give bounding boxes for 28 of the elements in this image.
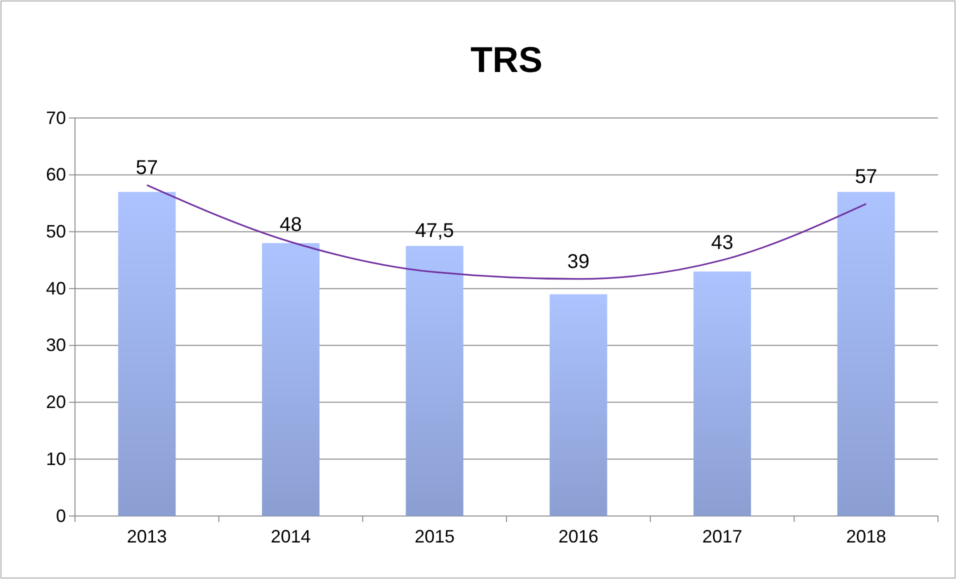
- bar: [550, 294, 608, 516]
- x-tick-label: 2014: [270, 526, 311, 546]
- x-tick-label: 2016: [558, 526, 598, 546]
- bar: [118, 192, 176, 516]
- data-label: 43: [711, 232, 734, 254]
- chart-title: TRS: [470, 39, 542, 80]
- y-tick-label: 70: [46, 108, 66, 128]
- x-tick-label: 2017: [702, 526, 742, 546]
- y-tick-label: 60: [46, 164, 66, 185]
- data-label: 48: [280, 214, 302, 236]
- y-tick-label: 20: [46, 392, 66, 412]
- x-tick-label: 2013: [126, 526, 167, 546]
- y-tick-label: 50: [46, 221, 66, 242]
- bar: [693, 272, 752, 516]
- y-tick-label: 30: [46, 335, 66, 356]
- bar: [837, 192, 895, 516]
- bar: [262, 243, 320, 516]
- data-label: 39: [567, 250, 590, 273]
- y-tick-label: 0: [56, 506, 66, 526]
- data-label: 57: [854, 166, 878, 188]
- bar: [406, 246, 464, 516]
- data-label: 47,5: [415, 220, 454, 242]
- data-label: 57: [136, 157, 158, 180]
- y-tick-label: 40: [46, 278, 66, 298]
- line-series: [146, 184, 867, 280]
- x-tick-label: 2018: [846, 526, 886, 546]
- x-tick-label: 2015: [414, 526, 455, 546]
- y-tick-label: 10: [46, 448, 66, 469]
